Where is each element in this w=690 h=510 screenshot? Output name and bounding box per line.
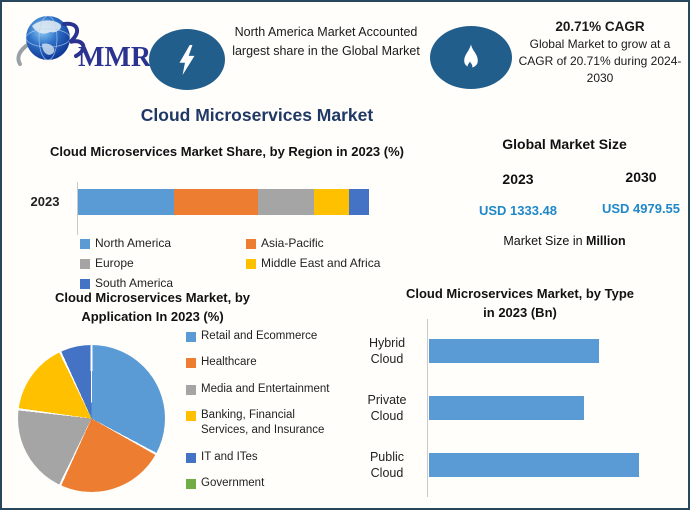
legend-label: Europe (95, 256, 134, 270)
region-segment-europe (258, 189, 314, 215)
legend-swatch (80, 239, 90, 249)
region-chart-title: Cloud Microservices Market Share, by Reg… (49, 144, 404, 159)
region-chart-year-label: 2023 (30, 194, 60, 209)
legend-item-north-america: North America (80, 236, 246, 255)
legend-label: Media and Entertainment (201, 382, 330, 395)
legend-item-healthcare: Healthcare (186, 355, 338, 370)
type-category-label: Private Cloud (367, 393, 407, 424)
legend-item-retail-and-ecommerce: Retail and Ecommerce (186, 329, 338, 344)
legend-item-south-america: South America (80, 276, 246, 295)
legend-item-it-and-ites: IT and ITes (186, 450, 338, 465)
legend-swatch (80, 279, 90, 289)
cagr-text: Global Market to grow at a CAGR of 20.71… (518, 37, 682, 85)
legend-swatch (246, 239, 256, 249)
legend-item-europe: Europe (80, 256, 246, 275)
cagr-title: 20.71% CAGR (555, 19, 645, 34)
region-chart-axis (77, 182, 78, 235)
region-segment-asia-pacific (174, 189, 259, 215)
legend-swatch (186, 452, 196, 463)
market-size-col-2030: 2030 USD 4979.55 (585, 169, 688, 216)
type-category-label: Hybrid Cloud (368, 336, 406, 367)
legend-swatch (246, 259, 256, 269)
banner-right: 20.71% CAGR Global Market to grow at a C… (514, 19, 686, 86)
market-size-col-2023: 2023 USD 1333.48 (462, 171, 574, 218)
type-category-label: Public Cloud (369, 450, 405, 481)
legend-item-asia-pacific: Asia-Pacific (246, 236, 402, 255)
logo-2-swoosh (62, 21, 86, 58)
legend-label: Middle East and Africa (261, 256, 381, 270)
legend-label: South America (95, 276, 174, 290)
flame-icon (464, 43, 478, 69)
legend-label: Retail and Ecommerce (201, 330, 318, 342)
type-chart-axis (427, 319, 428, 497)
lightning-icon (179, 44, 195, 75)
footnote-prefix: Market Size in (503, 234, 587, 248)
flame-badge (430, 26, 512, 89)
market-size-year: 2030 (625, 169, 657, 185)
legend-label: North America (95, 236, 172, 250)
region-segment-south-america (348, 189, 369, 215)
banner-left-text: North America Market Accounted largest s… (232, 25, 420, 58)
lightning-badge (149, 29, 225, 90)
legend-swatch (186, 479, 196, 490)
legend-label: Banking, Financial Services, and Insuran… (201, 409, 325, 437)
legend-label: Healthcare (201, 356, 257, 369)
legend-label: Government (201, 477, 265, 490)
region-stacked-bar (78, 189, 369, 215)
market-size-value: USD 1333.48 (478, 203, 558, 218)
page-title: Cloud Microservices Market (140, 105, 374, 125)
legend-label: IT and ITes (201, 450, 258, 463)
mmr-logo: MMR (16, 15, 150, 73)
application-pie-chart (18, 345, 165, 492)
application-chart-title: Cloud Microservices Market, by Applicati… (54, 290, 251, 324)
market-size-footnote: Market Size in Million (457, 234, 672, 248)
globe-continent (42, 43, 55, 55)
region-chart-legend: North America Asia-Pacific Europe Middle Ea… (80, 236, 402, 295)
legend-swatch (186, 358, 196, 369)
type-bar-public-cloud (429, 453, 639, 477)
region-segment-north-america (78, 189, 175, 215)
logo-text: MMR (78, 42, 150, 73)
type-bar-private-cloud (429, 396, 584, 420)
legend-item-government: Government (186, 476, 338, 491)
legend-swatch (80, 259, 90, 269)
legend-item-banking-financial-services-and-insurance: Banking, Financial Services, and Insuran… (186, 408, 338, 438)
region-segment-middle-east-and-africa (313, 189, 349, 215)
legend-swatch (186, 384, 196, 395)
type-chart-title: Cloud Microservices Market, by Type in 2… (405, 286, 635, 320)
legend-item-media-and-entertainment: Media and Entertainment (186, 382, 338, 397)
legend-swatch (186, 411, 196, 422)
market-size-title: Global Market Size (502, 136, 627, 152)
type-bar-hybrid-cloud (429, 339, 599, 363)
legend-label: Asia-Pacific (261, 236, 324, 250)
footnote-unit: Million (586, 234, 626, 248)
market-size-value: USD 4979.55 (601, 201, 681, 216)
legend-swatch (186, 332, 196, 342)
application-chart-legend: Retail and Ecommerce Healthcare Media and … (186, 329, 338, 491)
market-size-year: 2023 (502, 171, 534, 187)
legend-item-middle-east-and-africa: Middle East and Africa (246, 256, 402, 275)
